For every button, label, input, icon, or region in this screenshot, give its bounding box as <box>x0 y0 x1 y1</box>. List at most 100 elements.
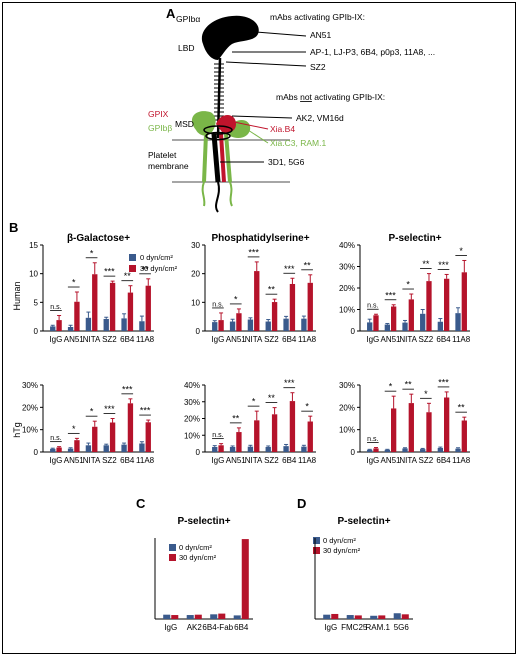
category-label: AN51 <box>226 335 247 344</box>
category-label: NITA <box>245 456 263 465</box>
sig-label: ** <box>142 264 150 274</box>
bar-shear <box>307 282 313 331</box>
3d1-label: 3D1, 5G6 <box>268 157 305 167</box>
bar-shear <box>218 445 224 452</box>
bar-static <box>85 317 92 331</box>
bar-static <box>247 319 254 331</box>
sig-label: * <box>305 402 309 412</box>
y-tick-label: 20% <box>339 284 355 293</box>
bar-static <box>384 449 390 452</box>
row-label-htg: hTg <box>12 422 22 438</box>
bar-static <box>67 448 74 452</box>
xia-c3-label: Xia.C3, RAM.1 <box>270 138 326 148</box>
sig-label: ** <box>268 393 276 403</box>
bar-static <box>420 313 426 331</box>
legend-c-static-swatch <box>169 544 176 551</box>
bar-static <box>393 613 401 619</box>
bar-static <box>402 448 408 452</box>
chart-title: Phosphatidylserine+ <box>211 233 309 244</box>
bar-shear <box>354 615 362 619</box>
bar-static <box>210 614 218 619</box>
sig-label: n.s. <box>212 301 223 308</box>
category-label: NITA <box>83 456 101 465</box>
y-tick-label: 15 <box>29 241 38 250</box>
arrow-sz2 <box>225 61 307 67</box>
category-label: 6B4 <box>282 335 297 344</box>
arrow-xia-c3 <box>247 129 269 144</box>
bar-shear <box>92 274 98 331</box>
bar-shear <box>127 292 134 331</box>
sig-label: * <box>424 389 428 399</box>
bar-shear <box>426 281 432 331</box>
charts-layer: β-Galactose+051015n.s.IgG*AN51*NITA***SZ… <box>22 233 471 632</box>
bar-static <box>265 446 271 452</box>
gpibalpha-label: GPIbα <box>176 14 200 24</box>
chart-c: P-selectin+ IgG AK2 6B4-Fab 6B4 <box>154 516 253 632</box>
category-label: 11A8 <box>136 335 155 344</box>
chart-title: β-Galactose+ <box>67 233 130 244</box>
category-label: NITA <box>245 335 263 344</box>
category-label: 11A8 <box>452 335 471 344</box>
bar-shear <box>74 440 80 452</box>
category-label: 11A8 <box>298 335 317 344</box>
bar-static <box>437 321 443 331</box>
category-label: NITA <box>83 335 101 344</box>
bar-static <box>103 318 109 331</box>
sig-label: *** <box>122 384 133 394</box>
category-label: IgG <box>366 335 379 344</box>
bar-static <box>85 445 92 452</box>
bar-static <box>367 322 373 331</box>
bar-static <box>121 444 127 452</box>
bar-shear <box>271 414 278 452</box>
chart-b6: 0 10% 20% 30% n.s. IgG * AN51 ** NITA * SZ2 *** 6B4 **… <box>339 377 471 465</box>
bar-shear <box>373 448 379 452</box>
sig-label: n.s. <box>50 304 61 311</box>
sig-label: ** <box>268 285 276 295</box>
category-label: SZ2 <box>102 456 117 465</box>
bar-shear <box>444 278 450 331</box>
gpibbeta-tail <box>201 181 206 207</box>
bar-static <box>233 615 241 619</box>
bar-static <box>455 313 461 331</box>
chart-b1: β-Galactose+ 0 5 10 15 n.s. IgG * AN51 * NITA *** SZ… <box>29 233 155 344</box>
sig-label: n.s. <box>367 303 378 310</box>
bar-static <box>301 446 307 452</box>
y-tick-label: 30% <box>339 381 355 390</box>
bar-shear <box>391 408 397 452</box>
figure-frame <box>2 2 516 654</box>
bar-shear <box>171 615 179 619</box>
arrow-an51 <box>255 31 307 37</box>
y-tick-label: 10% <box>184 431 200 440</box>
legend-b-shear-swatch <box>129 265 136 272</box>
bar-static <box>229 321 236 331</box>
bar-shear <box>92 426 98 452</box>
bar-static <box>370 615 378 619</box>
category-label: 6B4 <box>436 335 451 344</box>
lbd-label: LBD <box>178 43 195 53</box>
gpibbeta-label: GPIbβ <box>148 123 172 133</box>
bar-static <box>186 615 194 619</box>
bar-static <box>50 448 56 452</box>
bar-static <box>384 324 390 331</box>
category-label: AN51 <box>380 456 401 465</box>
panel-label-d: D <box>297 496 306 511</box>
category-label: 6B4 <box>120 335 135 344</box>
legend-c-shear-label: 30 dyn/cm² <box>179 553 217 562</box>
bar-shear <box>408 299 414 331</box>
gpib-ix-diagram: GPIbα LBD mAbs activating GPIb-IX: AN51 … <box>148 12 435 213</box>
bar-shear <box>109 282 116 331</box>
category-label: 6B4-Fab <box>202 623 233 632</box>
bar-static <box>265 321 271 331</box>
y-tick-label: 20% <box>22 403 38 412</box>
msd-coil-1 <box>203 125 233 135</box>
y-tick-label: 0 <box>196 327 201 336</box>
y-tick-label: 10% <box>339 426 355 435</box>
bar-shear <box>145 285 151 331</box>
bar-static <box>455 448 461 452</box>
not-activating-header: mAbs not activating GPIb-IX: <box>276 92 385 102</box>
bar-static <box>420 449 426 452</box>
sig-label: *** <box>438 260 449 270</box>
activating-header: mAbs activating GPIb-IX: <box>270 12 365 22</box>
category-label: AK2 <box>187 623 203 632</box>
panel-label-c: C <box>136 496 146 511</box>
